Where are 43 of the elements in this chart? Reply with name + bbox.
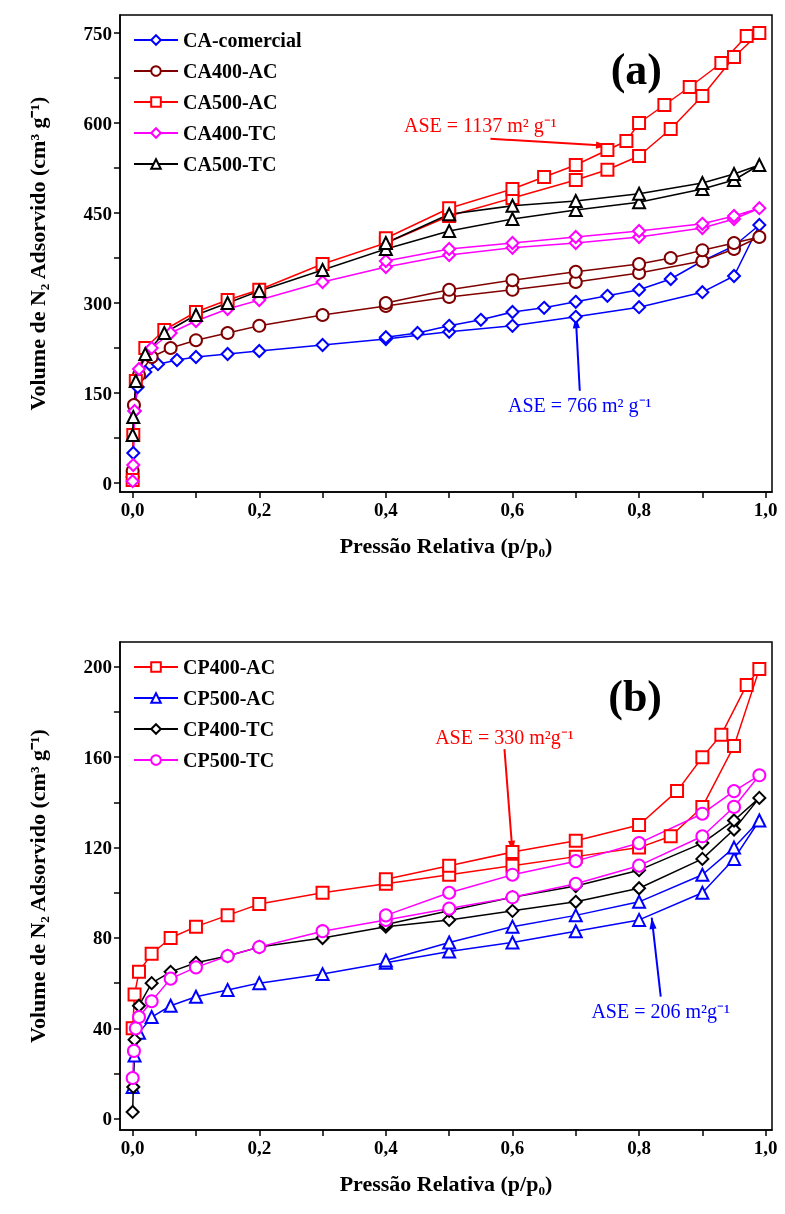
- legend-label: CP400-TC: [183, 718, 275, 740]
- annotation: ASE = 1137 m² g⁻¹: [403, 113, 557, 137]
- y-tick-label: 40: [93, 1017, 112, 1039]
- legend-label: CP400-AC: [183, 656, 276, 678]
- y-tick-label: 750: [83, 22, 112, 44]
- legend-label: CA-comercial: [183, 29, 302, 51]
- y-tick-label: 300: [83, 292, 112, 314]
- x-tick-label: 0,4: [373, 499, 399, 520]
- legend-label: CA500-AC: [183, 91, 278, 113]
- x-axis-title: Pressão Relativa (p/p₀): [339, 532, 553, 558]
- y-tick-label: 0: [102, 472, 112, 494]
- x-tick-label: 0,8: [627, 1137, 651, 1158]
- y-tick-label: 120: [83, 837, 112, 859]
- x-tick-label: 0,0: [120, 499, 145, 520]
- y-tick-label: 80: [93, 927, 112, 949]
- legend-label: CA400-AC: [183, 60, 278, 82]
- annotation: ASE = 766 m² g⁻¹: [507, 393, 652, 417]
- legend-label: CA400-TC: [183, 122, 277, 144]
- y-tick-label: 450: [83, 202, 112, 224]
- y-tick-label: 600: [83, 112, 112, 134]
- annotation: (a): [610, 44, 663, 94]
- y-axis-title: Volume de N₂ Adsorvido (cm³ g⁻¹): [24, 96, 50, 411]
- x-tick-label: 0,2: [247, 499, 272, 520]
- x-tick-label: 0,8: [627, 499, 651, 520]
- x-tick-label: 0,4: [373, 1137, 399, 1158]
- legend-label: CP500-AC: [183, 687, 276, 709]
- x-axis-title: Pressão Relativa (p/p₀): [339, 1170, 553, 1196]
- x-tick-label: 1,0: [753, 1137, 778, 1158]
- y-tick-label: 160: [83, 746, 112, 768]
- y-tick-label: 150: [83, 382, 112, 404]
- x-tick-label: 0,0: [120, 1137, 145, 1158]
- x-tick-label: 0,2: [247, 1137, 272, 1158]
- y-tick-label: 0: [102, 1108, 112, 1130]
- annotation: (b): [608, 671, 663, 721]
- annotation: ASE = 330 m²g⁻¹: [435, 726, 574, 750]
- legend-label: CP500-TC: [183, 749, 275, 771]
- annotation: ASE = 206 m²g⁻¹: [591, 999, 731, 1023]
- x-tick-label: 0,6: [500, 1137, 525, 1158]
- x-tick-label: 1,0: [753, 499, 778, 520]
- legend-label: CA500-TC: [183, 153, 277, 175]
- x-tick-label: 0,6: [500, 499, 525, 520]
- y-axis-title: Volume de N₂ Adsorvido (cm³ g⁻¹): [24, 729, 50, 1043]
- y-tick-label: 200: [83, 656, 112, 678]
